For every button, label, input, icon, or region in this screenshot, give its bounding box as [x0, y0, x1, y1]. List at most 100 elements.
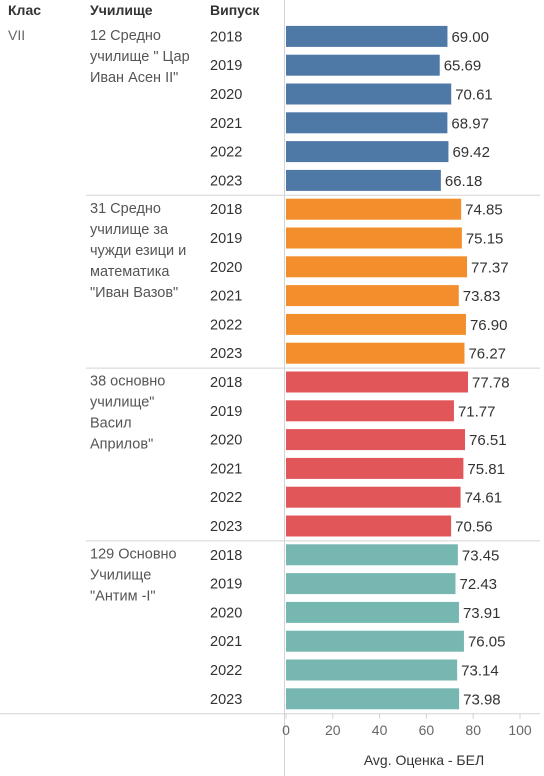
x-axis: 0 20 40 60 80 100 — [282, 713, 532, 738]
bar-value-label: 75.15 — [466, 231, 504, 248]
school-label-line: училище за — [90, 222, 169, 238]
year-label: 2020 — [210, 260, 242, 276]
x-tick-label: 40 — [372, 722, 388, 738]
school-label-line: математика — [90, 264, 170, 280]
school-label-line: Иван Асен II" — [90, 70, 178, 86]
bar — [286, 630, 464, 652]
bar-value-label: 77.37 — [471, 259, 509, 276]
year-label: 2018 — [210, 548, 242, 564]
bar-value-label: 74.85 — [465, 202, 503, 219]
bar — [286, 227, 462, 249]
bar — [286, 54, 440, 76]
bar — [286, 573, 456, 595]
bar — [286, 429, 466, 451]
bar — [286, 141, 449, 163]
year-label: 2023 — [210, 346, 242, 362]
year-label: 2021 — [210, 461, 242, 477]
header-school: Училище — [90, 2, 153, 18]
school-label-line: чужди езици и — [90, 243, 186, 259]
bar-value-label: 71.77 — [458, 403, 496, 420]
year-label: 2020 — [210, 87, 242, 103]
bar-value-label: 76.90 — [470, 317, 508, 334]
year-label: 2023 — [210, 173, 242, 189]
bar — [286, 112, 448, 134]
bar — [286, 285, 459, 307]
bar-value-label: 72.43 — [459, 576, 497, 593]
bar — [286, 688, 460, 710]
bar — [286, 515, 452, 537]
class-label: VII — [8, 27, 25, 43]
bar — [286, 486, 461, 508]
bar-value-label: 66.18 — [445, 173, 483, 190]
bar-value-label: 69.00 — [451, 29, 489, 46]
bar — [286, 83, 452, 105]
year-label: 2018 — [210, 29, 242, 45]
bar — [286, 544, 458, 566]
bar-value-label: 73.98 — [463, 691, 501, 708]
bar-value-label: 73.91 — [463, 605, 501, 622]
header-year: Випуск — [210, 2, 260, 18]
x-tick-label: 0 — [282, 722, 290, 738]
school-label-line: 31 Средно — [90, 201, 161, 217]
bar — [286, 256, 468, 278]
bar-value-label: 68.97 — [451, 115, 489, 132]
bar — [286, 400, 454, 422]
school-label-line: 129 Основно — [90, 546, 177, 562]
bar-value-label: 73.45 — [462, 547, 500, 564]
year-label: 2019 — [210, 231, 242, 247]
bar — [286, 457, 464, 479]
bar-value-label: 76.05 — [468, 634, 506, 651]
bar — [286, 198, 462, 220]
bar-value-label: 76.51 — [469, 432, 507, 449]
bar-value-label: 73.14 — [461, 663, 499, 680]
bar — [286, 601, 459, 623]
bar-value-label: 70.56 — [455, 519, 493, 536]
school-label-line: училище" — [90, 395, 154, 411]
year-label: 2022 — [210, 663, 242, 679]
year-label: 2018 — [210, 375, 242, 391]
bar-value-label: 69.42 — [452, 144, 490, 161]
year-label: 2023 — [210, 692, 242, 708]
bar-value-label: 75.81 — [467, 461, 505, 478]
school-label-line: Училище — [90, 567, 151, 583]
bar-value-label: 73.83 — [463, 288, 501, 305]
x-tick-label: 20 — [325, 722, 341, 738]
year-label: 2018 — [210, 202, 242, 218]
bar — [286, 313, 466, 335]
year-label: 2021 — [210, 634, 242, 650]
year-label: 2022 — [210, 317, 242, 333]
bar-value-label: 74.61 — [465, 490, 503, 507]
school-label-line: Априлов" — [90, 437, 153, 453]
year-label: 2019 — [210, 577, 242, 593]
school-label-line: "Антим -I" — [90, 588, 156, 604]
x-tick-label: 60 — [419, 722, 435, 738]
year-label: 2021 — [210, 289, 242, 305]
year-label: 2019 — [210, 58, 242, 74]
school-label-line: 38 основно — [90, 374, 165, 390]
bar — [286, 342, 465, 364]
header-class: Клас — [8, 2, 41, 18]
year-label: 2020 — [210, 433, 242, 449]
school-label-line: "Иван Вазов" — [90, 285, 178, 301]
year-label: 2020 — [210, 605, 242, 621]
bar — [286, 25, 448, 47]
school-label-line: 12 Средно — [90, 28, 161, 44]
bar-value-label: 70.61 — [455, 87, 493, 104]
year-label: 2021 — [210, 116, 242, 132]
x-axis-title: Avg. Оценка - БЕЛ — [364, 752, 484, 768]
school-label-line: училище " Цар — [90, 49, 190, 65]
year-label: 2022 — [210, 490, 242, 506]
bar-value-label: 65.69 — [444, 58, 482, 75]
x-tick-label: 80 — [465, 722, 481, 738]
bar-value-label: 76.27 — [468, 346, 506, 363]
school-label-line: Васил — [90, 416, 132, 432]
year-label: 2022 — [210, 145, 242, 161]
bar — [286, 169, 441, 191]
bar-value-label: 77.78 — [472, 375, 510, 392]
x-tick-label: 100 — [508, 722, 532, 738]
year-label: 2019 — [210, 404, 242, 420]
year-label: 2023 — [210, 519, 242, 535]
bar — [286, 371, 469, 393]
